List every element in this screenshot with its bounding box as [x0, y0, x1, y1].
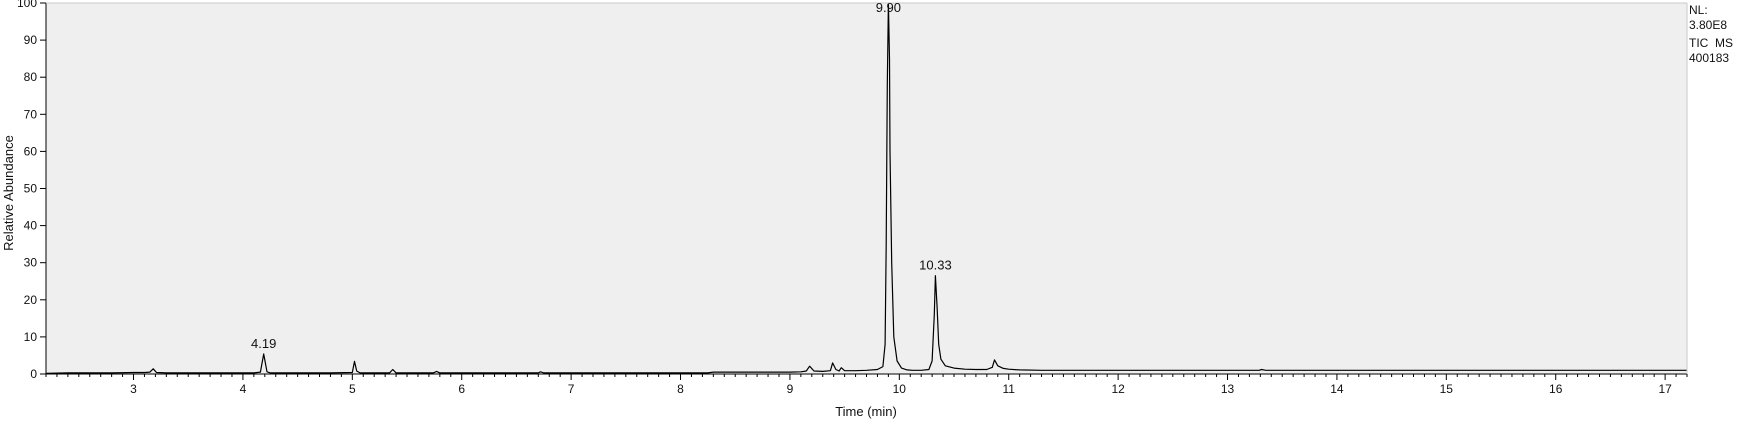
x-tick-label: 15 [1440, 382, 1454, 396]
x-tick-label: 4 [240, 382, 247, 396]
info-line-2: 3.80E8 [1689, 18, 1727, 32]
info-line-1: NL: [1689, 3, 1708, 17]
y-tick-label: 50 [24, 182, 38, 196]
info-line-3: TIC MS [1689, 36, 1733, 50]
x-tick-label: 14 [1330, 382, 1344, 396]
y-tick-label: 40 [24, 219, 38, 233]
y-tick-group: 0 10 20 30 40 50 60 70 80 90 100 [17, 0, 46, 381]
y-tick-label: 30 [24, 256, 38, 270]
x-tick-label: 5 [349, 382, 356, 396]
x-tick-label: 11 [1002, 382, 1015, 396]
plot-background [46, 3, 1687, 374]
x-tick-label: 12 [1111, 382, 1125, 396]
x-tick-label: 7 [568, 382, 575, 396]
x-tick-label: 13 [1221, 382, 1235, 396]
y-tick-label: 60 [24, 144, 38, 158]
x-axis-label: Time (min) [835, 404, 897, 419]
y-tick-label: 90 [24, 33, 38, 47]
x-tick-label: 10 [893, 382, 907, 396]
y-tick-label: 100 [17, 0, 37, 10]
x-tick-label: 9 [787, 382, 794, 396]
x-tick-label: 16 [1549, 382, 1563, 396]
tic-trace-line [45, 2, 1687, 374]
peak-label-group: 4.19 9.90 10.33 [251, 0, 952, 351]
y-tick-label: 0 [30, 367, 37, 381]
y-tick-label: 20 [24, 293, 38, 307]
y-tick-label: 80 [24, 70, 38, 84]
info-line-4: 400183 [1689, 51, 1729, 65]
y-axis-label: Relative Abundance [1, 135, 16, 251]
y-tick-label: 10 [24, 330, 38, 344]
y-tick-label: 70 [24, 107, 38, 121]
x-tick-label: 17 [1658, 382, 1672, 396]
x-tick-label: 8 [677, 382, 684, 396]
peak-label: 9.90 [876, 0, 901, 15]
peak-label: 4.19 [251, 336, 276, 351]
x-tick-label: 6 [458, 382, 465, 396]
info-block: NL: 3.80E8 TIC MS 400183 [1689, 3, 1733, 65]
x-tick-label: 3 [130, 382, 137, 396]
peak-label: 10.33 [919, 258, 952, 273]
x-tick-group: 3 4 5 6 7 8 9 10 11 12 13 14 15 16 17 [130, 374, 1672, 396]
